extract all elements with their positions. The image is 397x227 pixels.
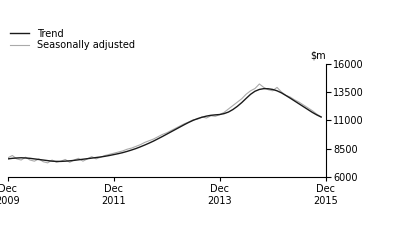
Trend (222, 112, 226, 115)
Trend (50, 160, 54, 163)
Seasonally adjusted (187, 121, 191, 123)
Seasonally adjusted (222, 111, 226, 114)
Trend (54, 160, 59, 163)
Seasonally adjusted (319, 116, 324, 118)
Trend (6, 158, 10, 160)
Seasonally adjusted (54, 161, 59, 164)
Line: Trend: Trend (8, 89, 321, 161)
Trend (261, 87, 266, 90)
Seasonally adjusted (6, 156, 10, 159)
Legend: Trend, Seasonally adjusted: Trend, Seasonally adjusted (10, 29, 135, 50)
Seasonally adjusted (116, 151, 121, 153)
Trend (208, 114, 213, 117)
Seasonally adjusted (208, 114, 213, 117)
Trend (187, 121, 191, 124)
Seasonally adjusted (257, 83, 262, 85)
Trend (301, 105, 306, 108)
Trend (116, 152, 121, 155)
Seasonally adjusted (301, 104, 306, 106)
Line: Seasonally adjusted: Seasonally adjusted (8, 84, 321, 163)
Trend (319, 116, 324, 118)
Seasonally adjusted (45, 162, 50, 164)
Text: $m: $m (310, 51, 326, 61)
